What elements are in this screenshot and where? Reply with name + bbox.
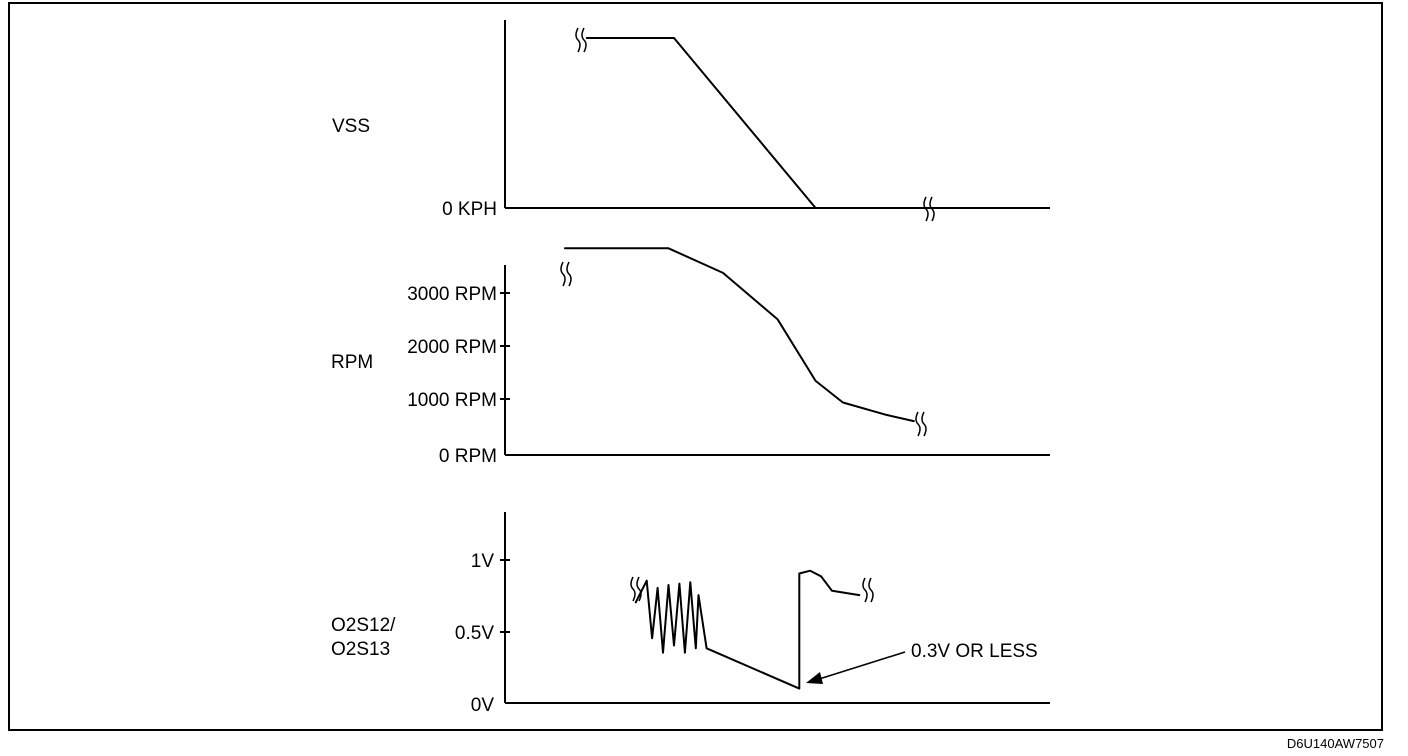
- rpm-break-start: [560, 261, 572, 287]
- o2s-tick-label-1v: 1V: [471, 551, 495, 572]
- vss-tick-label-0: 0 KPH: [442, 199, 497, 220]
- annotation-text: 0.3V OR LESS: [911, 641, 1038, 662]
- annotation-arrowhead: [806, 672, 823, 684]
- rpm-trace-line-0: [564, 247, 915, 423]
- rpm-tick-label-3000: 3000 RPM: [407, 284, 497, 305]
- vss-break-end: [923, 196, 935, 222]
- o2s-trace-line-0: [634, 569, 861, 690]
- rpm-tick-label-0: 0 RPM: [439, 446, 497, 467]
- vss-panel: VSS 0 KPH: [332, 20, 1050, 222]
- o2s-break-end: [862, 577, 874, 603]
- rpm-trace-group: [564, 247, 915, 423]
- rpm-tick-label-1000: 1000 RPM: [407, 390, 497, 411]
- o2s-break-start: [630, 576, 642, 602]
- annotation-arrow-line: [815, 651, 906, 681]
- rpm-tick-label-2000: 2000 RPM: [407, 337, 497, 358]
- figure-id: D6U140AW7507: [1287, 736, 1384, 751]
- vss-trace-group: [585, 37, 926, 209]
- vss-label: VSS: [332, 116, 370, 137]
- o2s-panel: O2S12/ O2S13 1V 0.5V 0V 0.3V OR LESS: [331, 512, 1050, 716]
- rpm-break-end: [915, 411, 927, 437]
- o2s-tick-label-0v: 0V: [471, 695, 495, 716]
- vss-break-start: [575, 27, 587, 53]
- rpm-panel: RPM 3000 RPM 2000 RPM 1000 RPM 0 RPM: [331, 247, 1050, 467]
- o2s-trace-group: [634, 569, 861, 690]
- o2s-label-line1: O2S12/: [331, 615, 396, 636]
- o2s-label-line2: O2S13: [331, 639, 390, 660]
- vss-trace-line-0: [585, 37, 926, 209]
- o2s-tick-label-0.5v: 0.5V: [455, 623, 494, 644]
- rpm-label: RPM: [331, 352, 373, 373]
- figure-border: [8, 2, 1383, 731]
